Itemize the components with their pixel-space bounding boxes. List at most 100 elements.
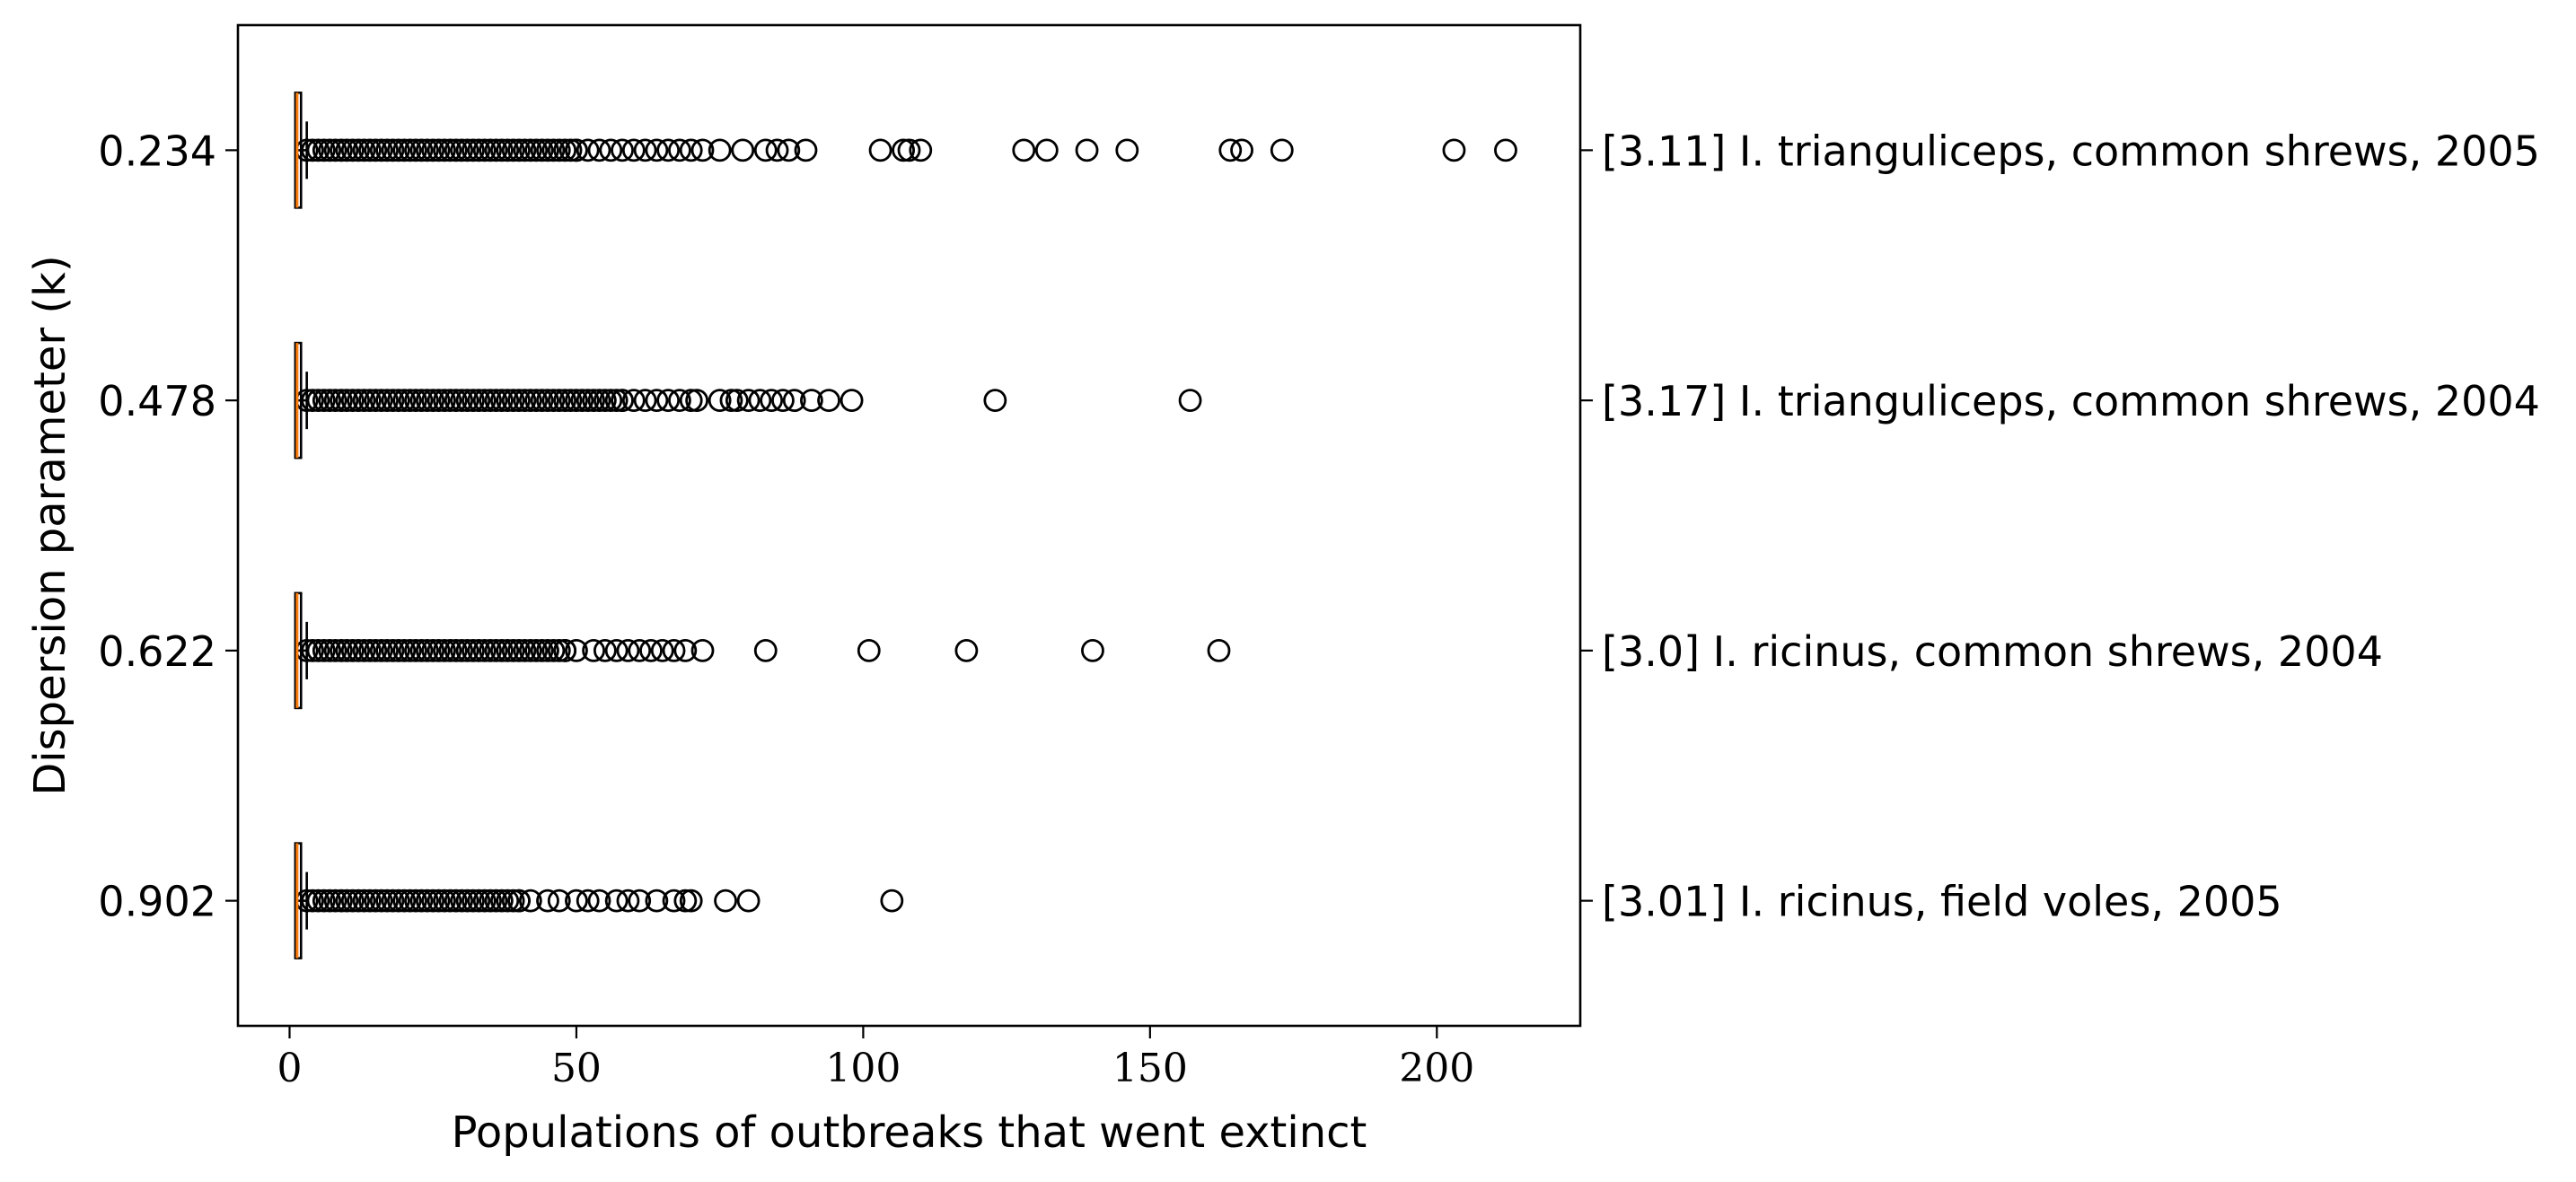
outlier-point bbox=[472, 638, 497, 662]
outlier-point bbox=[330, 889, 353, 913]
outlier-point bbox=[433, 638, 456, 662]
outlier-point bbox=[318, 889, 342, 913]
outlier-point bbox=[599, 138, 623, 162]
outlier-point bbox=[679, 389, 703, 413]
outlier-point bbox=[484, 889, 508, 913]
outlier-point bbox=[433, 889, 456, 913]
boxes-layer bbox=[294, 92, 1517, 959]
outlier-point bbox=[340, 889, 365, 913]
y-tick-label: 0.234 bbox=[98, 127, 216, 175]
outlier-point bbox=[381, 138, 405, 162]
outlier-point bbox=[621, 138, 646, 162]
axes-layer: 0.234 [3.11] I. trianguliceps, common shr… bbox=[98, 127, 2540, 1091]
outlier-point bbox=[611, 389, 634, 413]
right-tick-label: [3.0] I. ricinus, common shrews, 2004 bbox=[1602, 627, 2383, 676]
outlier-point bbox=[421, 889, 445, 913]
outlier-point bbox=[409, 638, 434, 662]
outlier-point bbox=[576, 389, 600, 413]
outlier-point bbox=[375, 389, 400, 413]
outlier-point bbox=[489, 638, 514, 662]
outlier-point bbox=[673, 638, 698, 662]
outlier-point bbox=[421, 138, 445, 162]
outlier-point bbox=[358, 889, 382, 913]
outlier-point bbox=[501, 638, 525, 662]
outlier-point bbox=[536, 638, 559, 662]
outlier-point bbox=[668, 138, 691, 162]
outlier-point bbox=[462, 138, 485, 162]
right-tick-label: [3.11] I. trianguliceps, common shrews, … bbox=[1602, 127, 2540, 175]
outlier-point bbox=[536, 138, 559, 162]
outlier-point bbox=[472, 138, 497, 162]
outlier-point bbox=[650, 638, 674, 662]
outlier-point bbox=[426, 889, 451, 913]
outlier-point bbox=[547, 389, 571, 413]
outlier-point bbox=[541, 138, 566, 162]
outlier-point bbox=[472, 389, 497, 413]
outlier-point bbox=[496, 638, 520, 662]
outlier-point bbox=[645, 138, 669, 162]
outlier-point bbox=[673, 889, 698, 913]
outlier-point bbox=[576, 889, 600, 913]
outlier-point bbox=[484, 389, 508, 413]
box-group bbox=[294, 842, 904, 959]
box-group bbox=[294, 591, 1231, 710]
outlier-point bbox=[731, 138, 755, 162]
x-tick-label: 150 bbox=[1112, 1046, 1188, 1091]
outlier-point bbox=[513, 638, 537, 662]
outlier-point bbox=[547, 138, 571, 162]
y-axis-label: Dispersion parameter (k) bbox=[25, 255, 75, 795]
x-tick-label: 200 bbox=[1399, 1046, 1474, 1091]
outlier-point bbox=[645, 889, 669, 913]
outlier-point bbox=[753, 138, 778, 162]
outlier-point bbox=[501, 389, 525, 413]
outlier-point bbox=[604, 389, 629, 413]
outlier-point bbox=[621, 389, 646, 413]
outlier-point bbox=[369, 389, 393, 413]
outlier-point bbox=[347, 389, 371, 413]
outlier-point bbox=[593, 638, 617, 662]
outlier-point bbox=[415, 638, 439, 662]
outlier-point bbox=[455, 638, 479, 662]
x-tick-label: 100 bbox=[825, 1046, 901, 1091]
outlier-point bbox=[753, 638, 778, 662]
outlier-point bbox=[375, 638, 400, 662]
outlier-point bbox=[582, 638, 606, 662]
outlier-point bbox=[404, 389, 427, 413]
outlier-point bbox=[1115, 138, 1139, 162]
outlier-point bbox=[518, 638, 542, 662]
outlier-point bbox=[340, 638, 365, 662]
outlier-point bbox=[685, 389, 709, 413]
outlier-point bbox=[616, 638, 640, 662]
outlier-point bbox=[426, 138, 451, 162]
outlier-point bbox=[340, 138, 365, 162]
outlier-point bbox=[462, 389, 485, 413]
outlier-point bbox=[570, 389, 594, 413]
outlier-point bbox=[479, 389, 503, 413]
y-tick-label: 0.478 bbox=[98, 377, 216, 425]
outlier-point bbox=[983, 389, 1007, 413]
outlier-point bbox=[736, 389, 760, 413]
outlier-point bbox=[364, 389, 388, 413]
outlier-point bbox=[553, 638, 577, 662]
outlier-point bbox=[507, 138, 531, 162]
right-tick-label: [3.17] I. trianguliceps, common shrews, … bbox=[1602, 377, 2540, 425]
outlier-point bbox=[484, 138, 508, 162]
outlier-point bbox=[323, 889, 347, 913]
outlier-point bbox=[347, 889, 371, 913]
outlier-point bbox=[421, 638, 445, 662]
x-tick-label: 0 bbox=[277, 1046, 303, 1091]
outlier-point bbox=[352, 889, 376, 913]
outlier-point bbox=[496, 889, 520, 913]
outlier-point bbox=[352, 389, 376, 413]
outlier-point bbox=[433, 389, 456, 413]
outlier-point bbox=[604, 638, 629, 662]
outlier-point bbox=[565, 889, 588, 913]
outlier-point bbox=[656, 389, 681, 413]
outlier-point bbox=[518, 889, 542, 913]
outlier-point bbox=[530, 138, 554, 162]
outlier-point bbox=[708, 138, 732, 162]
outlier-point bbox=[645, 389, 669, 413]
outlier-point bbox=[386, 138, 410, 162]
outlier-point bbox=[553, 138, 577, 162]
